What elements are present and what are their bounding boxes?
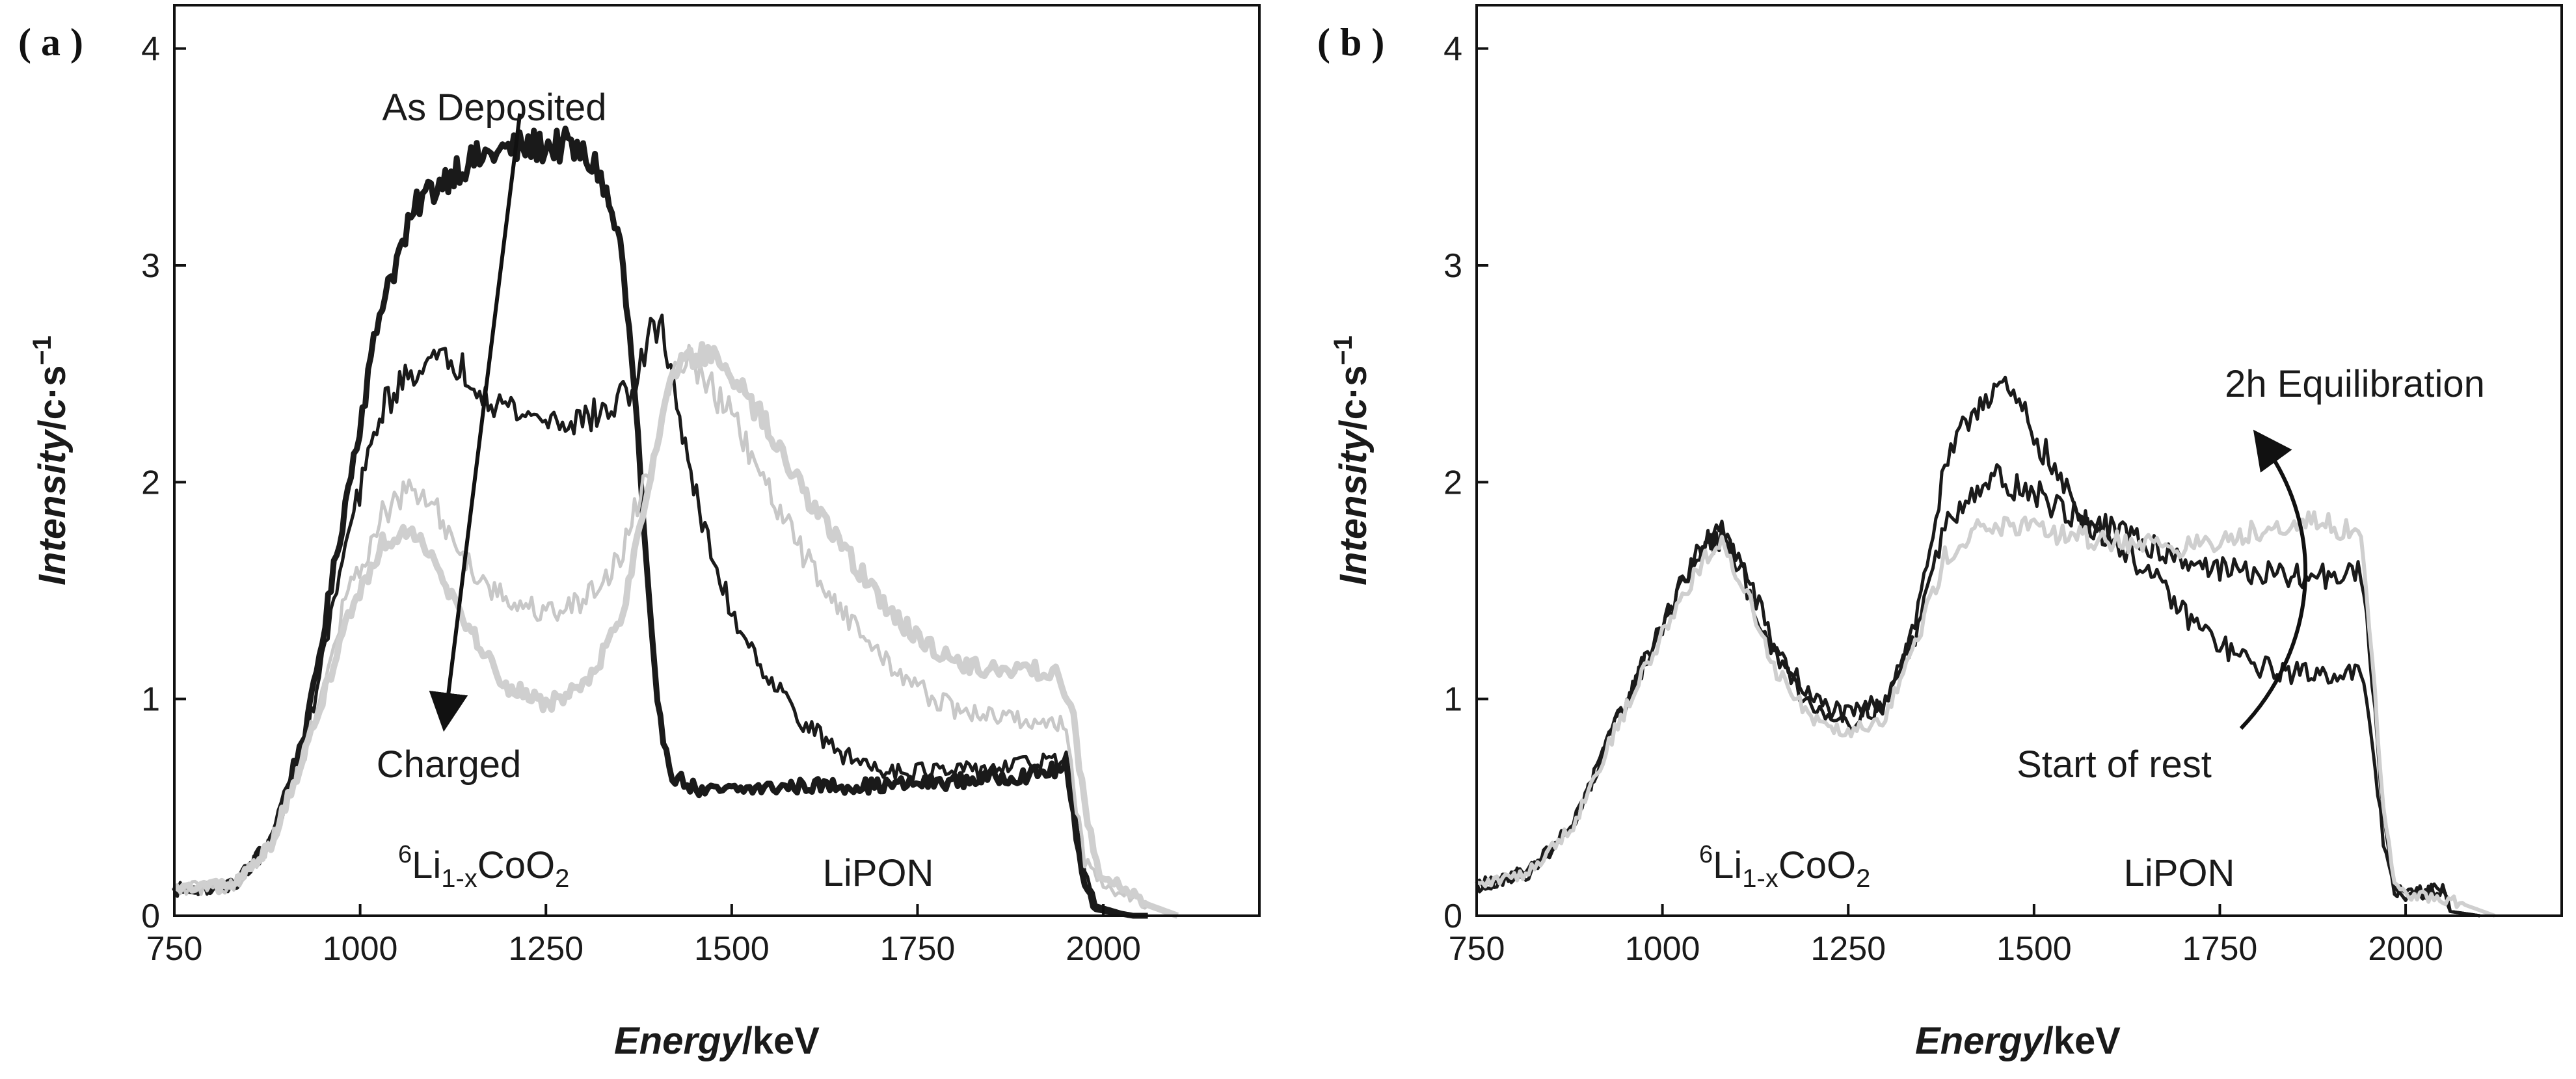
panel-b-y-tick-label: 0 [1443,898,1462,935]
panel-a-region-label-lipon: LiPON [823,852,934,894]
panel-b-y-tick-label: 1 [1443,681,1462,719]
panel-b-ticks: 750 1000 1250 1500 1750 2000 0 1 2 3 4 [1443,31,2443,968]
panel-a-x-tick-label: 750 [146,930,203,968]
panel-b-x-tick-label: 1750 [2182,930,2258,968]
panel-b-y-tick-label: 4 [1443,31,1462,68]
annotation-charged: Charged [377,743,521,786]
panel-a-x-tick-label: 2000 [1066,930,1141,968]
panel-a-y-axis-label: Intensity/c·s−1 [28,336,74,585]
panel-a-x-tick-label: 1750 [880,930,956,968]
panel-b-series-2h-equilibration [1476,510,2496,918]
panel-a-ticks: 750 1000 1250 1500 1750 2000 0 1 2 3 4 [141,31,1141,968]
panel-b-trend-arrow [2239,429,2308,730]
annotation-start-of-rest: Start of rest [2017,743,2212,786]
panel-a-series-intermediate-2 [173,343,1179,918]
panel-b-y-tick-label: 2 [1443,464,1462,501]
panel-a-x-tick-label: 1500 [694,930,770,968]
panel-b-x-tick-label: 1000 [1625,930,1700,968]
annotation-2h-equilibration: 2h Equilibration [2225,363,2485,405]
panel-b-x-axis-label: Energy/keV [1915,1020,2121,1062]
panel-a-series-charged [173,341,1179,919]
panel-b-y-axis-label: Intensity/c·s−1 [1329,336,1375,585]
panel-b-x-tick-label: 1250 [1810,930,1886,968]
panel-a-x-tick-label: 1250 [508,930,584,968]
panel-a-y-tick-label: 2 [141,464,160,501]
panel-a: ( a ) 750 1000 1250 1500 1750 2000 0 1 2 3 4 Energ… [18,4,1261,1062]
panel-a-series-intermediate-1 [172,313,1148,918]
panel-a-y-tick-label: 1 [141,681,160,719]
panel-b-region-label-lipon: LiPON [2124,852,2235,894]
panel-a-frame [173,4,1261,917]
panel-a-series-as-deposited [172,126,1148,919]
annotation-as-deposited: As Deposited [382,87,607,129]
panel-a-label: ( a ) [18,21,83,64]
panel-b-x-tick-label: 2000 [2368,930,2443,968]
panel-b-frame [1475,4,2563,917]
panel-b-series-group [1475,375,2496,918]
panel-b: ( b ) 750 1000 1250 1500 1750 2000 0 1 2 3 4 Energ… [1317,4,2563,1062]
panel-a-series-group [172,126,1179,919]
panel-a-y-tick-label: 3 [141,247,160,285]
panel-a-trend-arrow [429,113,522,732]
panel-b-label: ( b ) [1317,21,1384,64]
panel-b-x-tick-label: 1500 [1996,930,2072,968]
panel-a-x-tick-label: 1000 [323,930,398,968]
panel-a-y-tick-label: 0 [141,898,160,935]
panel-a-y-tick-label: 4 [141,31,160,68]
panel-b-x-tick-label: 750 [1449,930,1505,968]
panel-b-y-tick-label: 3 [1443,247,1462,285]
panel-a-x-axis-label: Energy/keV [614,1020,820,1062]
panel-a-region-label-cathode: 6Li1-xCoO2 [398,841,569,893]
panel-b-series-start-of-rest [1475,375,2480,918]
panel-b-region-label-cathode: 6Li1-xCoO2 [1699,841,1870,893]
